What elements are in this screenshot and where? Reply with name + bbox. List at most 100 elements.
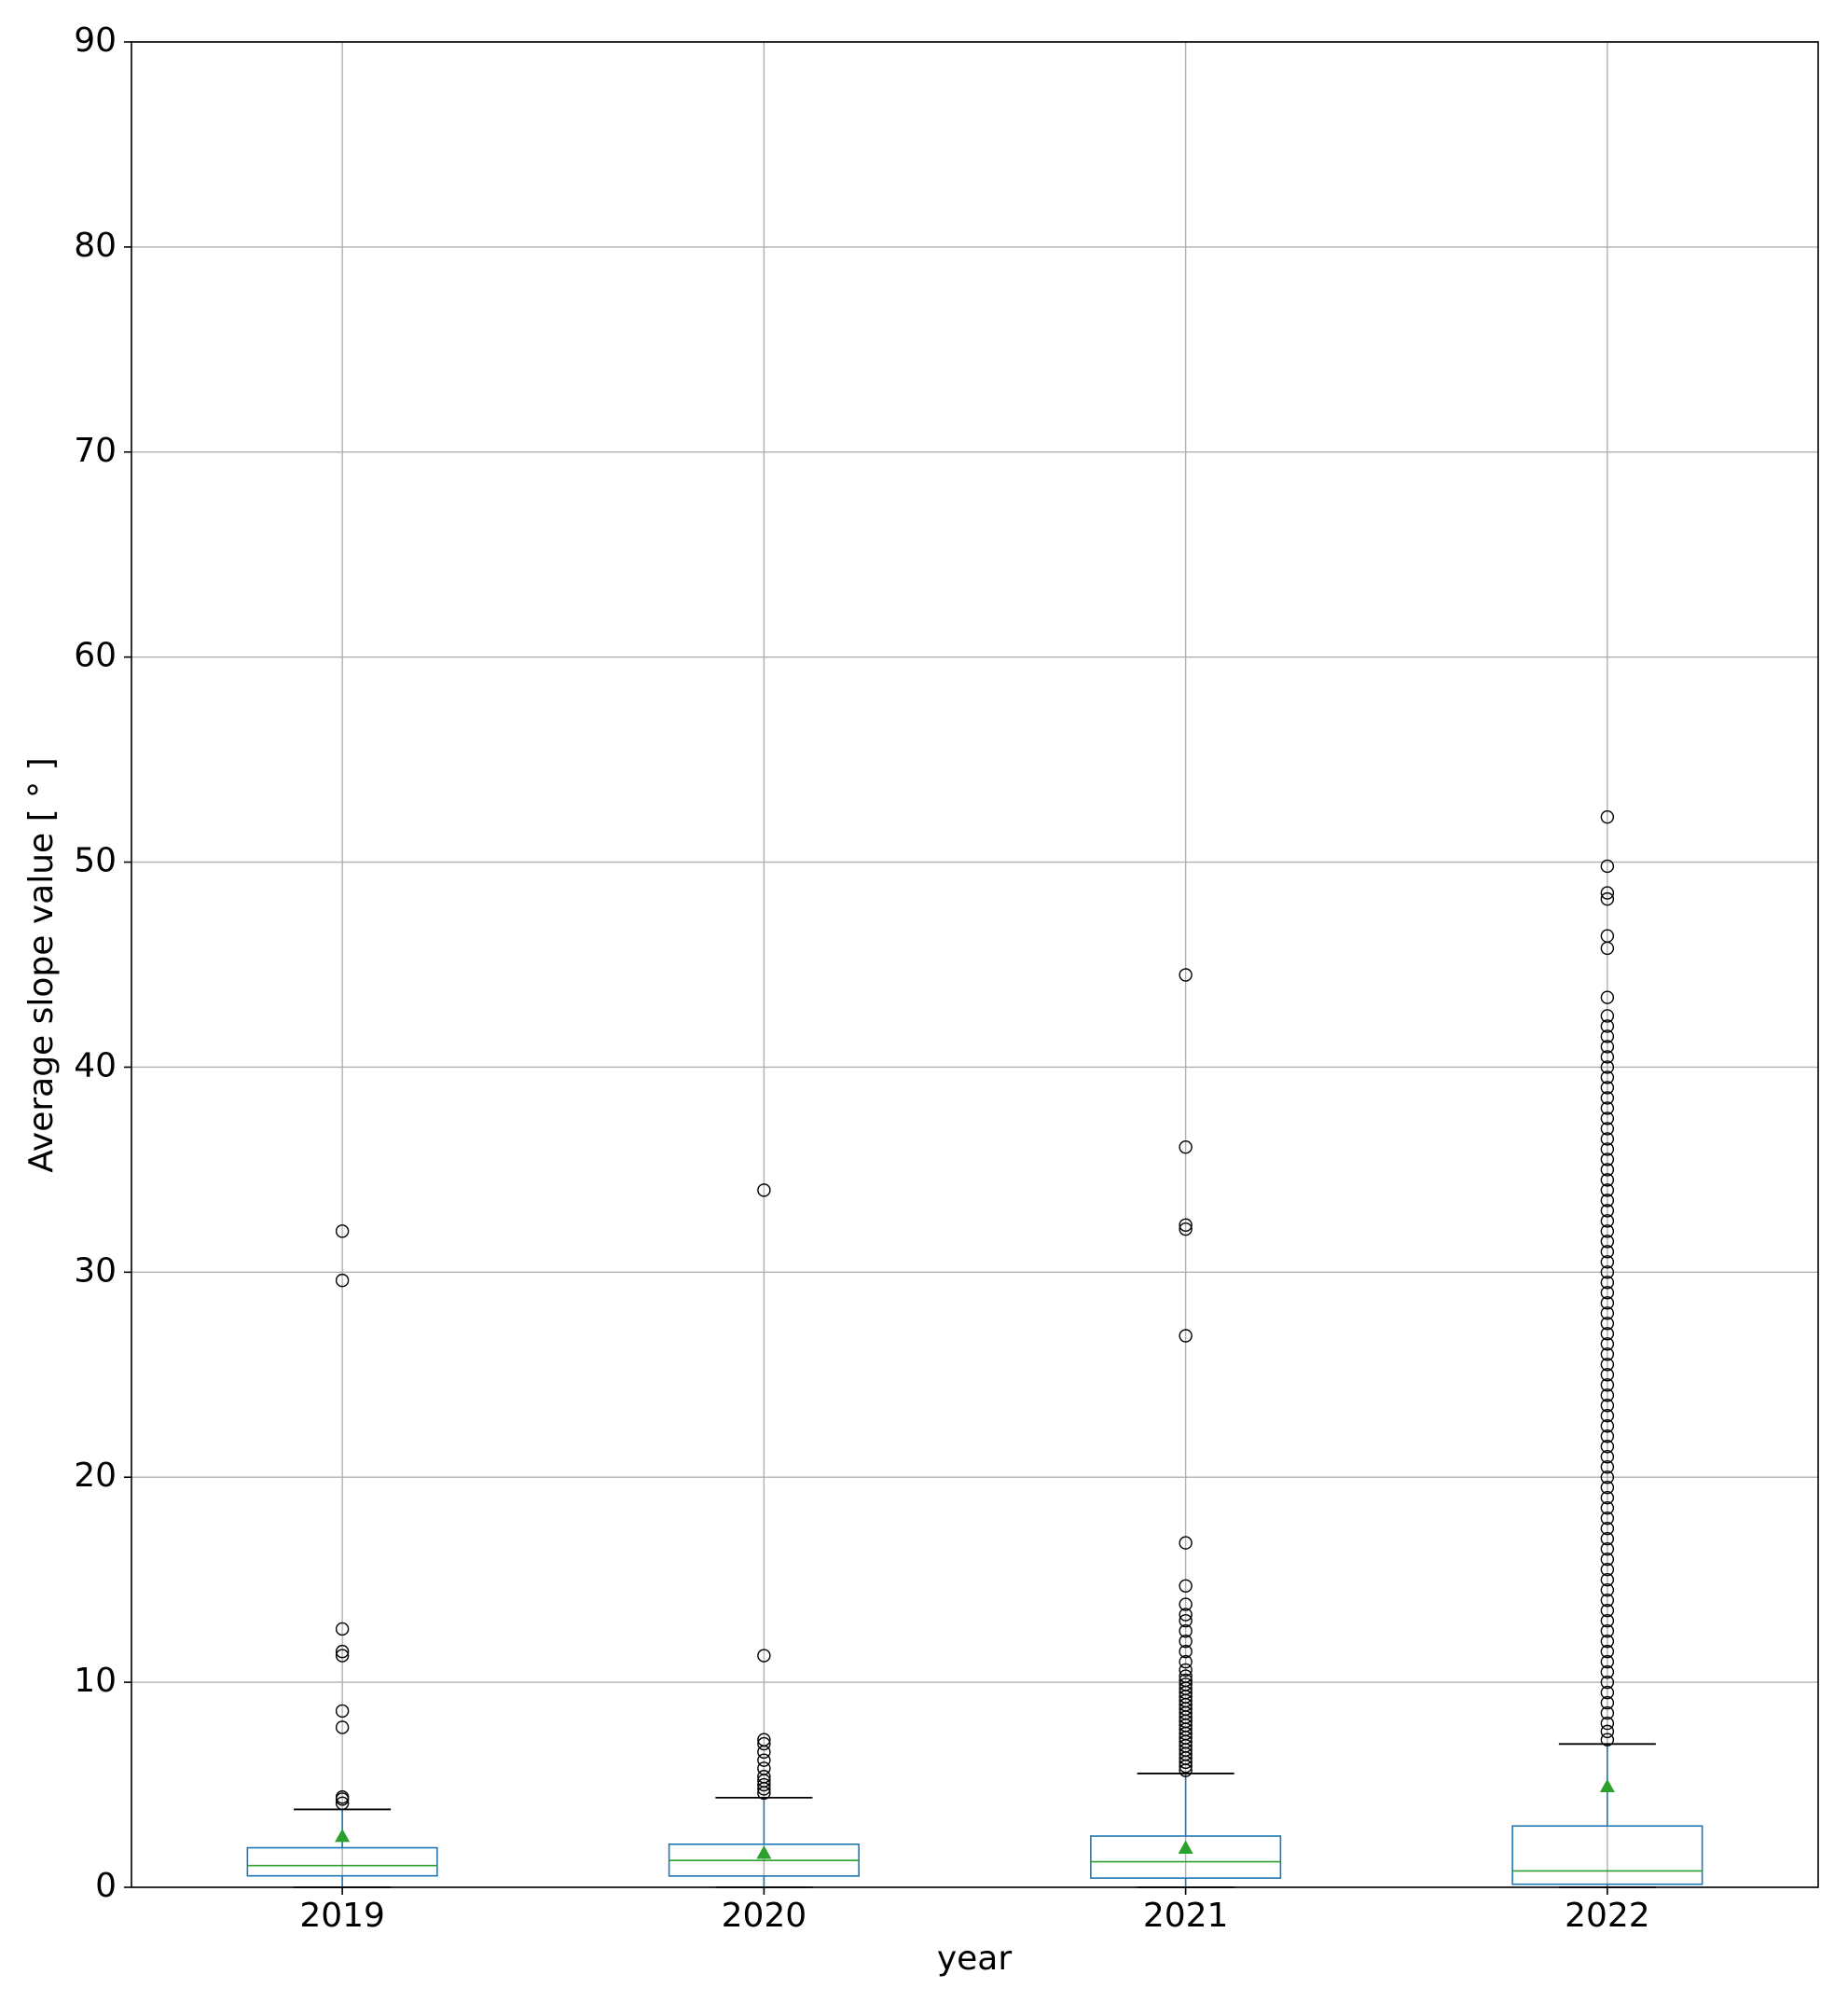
flier [335, 1644, 350, 1659]
flier [1179, 1140, 1193, 1154]
flier [1600, 1501, 1615, 1515]
flier [1600, 1623, 1615, 1638]
flier [1600, 1388, 1615, 1402]
flier [1600, 1194, 1615, 1208]
flier [1179, 1579, 1193, 1593]
flier [1600, 1541, 1615, 1556]
flier [1600, 1440, 1615, 1454]
flier [1600, 1111, 1615, 1125]
flier [1600, 1644, 1615, 1659]
flier [1600, 1521, 1615, 1536]
flier [1179, 1623, 1193, 1638]
plot-frame [131, 41, 1819, 1888]
flier [1600, 1347, 1615, 1361]
y-tick-label: 60 [74, 637, 117, 675]
y-tick-label: 0 [95, 1867, 117, 1905]
flier [1600, 1562, 1615, 1577]
flier [1600, 1450, 1615, 1464]
flier [1600, 1358, 1615, 1372]
flier [1179, 1673, 1193, 1688]
x-tick-label: 2021 [1143, 1897, 1229, 1935]
flier [1600, 1153, 1615, 1167]
flier [335, 1649, 350, 1663]
flier [1600, 1368, 1615, 1382]
flier [1600, 1429, 1615, 1443]
flier [1600, 1511, 1615, 1526]
flier [1600, 1337, 1615, 1351]
flier [1600, 1296, 1615, 1310]
flier [1600, 1419, 1615, 1433]
flier [1600, 1716, 1615, 1731]
flier [1600, 1050, 1615, 1064]
flier [1600, 1582, 1615, 1597]
flier [1600, 1675, 1615, 1690]
flier [757, 1770, 771, 1784]
flier [1600, 1399, 1615, 1413]
x-tick-label: 2020 [722, 1897, 807, 1935]
flier [1600, 1009, 1615, 1023]
flier [1600, 990, 1615, 1004]
flier [1600, 929, 1615, 943]
flier [1179, 1634, 1193, 1649]
flier [757, 1736, 771, 1751]
flier [1179, 1218, 1193, 1232]
flier [757, 1753, 771, 1767]
flier [1179, 1669, 1193, 1683]
flier [1600, 1173, 1615, 1187]
box [246, 1846, 438, 1877]
flier [1600, 1552, 1615, 1567]
flier [1600, 1142, 1615, 1156]
flier [1600, 1634, 1615, 1649]
y-tick-label: 70 [74, 432, 117, 470]
flier [1600, 1245, 1615, 1259]
flier [1600, 1029, 1615, 1043]
flier [1179, 1608, 1193, 1622]
flier [335, 1720, 350, 1734]
flier [1600, 1685, 1615, 1700]
mean-marker [1599, 1778, 1615, 1792]
y-tick-label: 80 [74, 227, 117, 265]
box [1511, 1825, 1703, 1885]
flier [757, 1777, 771, 1792]
flier [1600, 1265, 1615, 1279]
flier [1600, 1132, 1615, 1146]
flier [1179, 1678, 1193, 1691]
flier [1600, 1613, 1615, 1628]
flier [1600, 1204, 1615, 1218]
flier [757, 1649, 771, 1663]
flier [1600, 1183, 1615, 1197]
x-axis-label: year [937, 1940, 1013, 1978]
flier [335, 1224, 350, 1238]
flier [1600, 1070, 1615, 1084]
flier [335, 1790, 350, 1804]
flier [1600, 1091, 1615, 1105]
x-tick-label: 2019 [299, 1897, 385, 1935]
flier [335, 1796, 350, 1811]
flier [1179, 1222, 1193, 1236]
mean-marker [335, 1829, 351, 1843]
flier [1600, 891, 1615, 906]
y-tick-label: 10 [74, 1662, 117, 1700]
flier [1179, 1613, 1193, 1628]
y-tick-label: 50 [74, 842, 117, 880]
flier [1600, 1081, 1615, 1095]
flier [1600, 1733, 1615, 1747]
flier [1600, 1695, 1615, 1710]
flier [757, 1183, 771, 1197]
flier [1179, 1663, 1193, 1678]
flier [1600, 1603, 1615, 1618]
flier [1600, 886, 1615, 900]
flier [1600, 1224, 1615, 1238]
flier [1600, 1481, 1615, 1495]
box [1090, 1835, 1282, 1879]
flier [1600, 1654, 1615, 1669]
flier [1600, 1664, 1615, 1679]
flier [1600, 1214, 1615, 1228]
x-tick-label: 2022 [1565, 1897, 1650, 1935]
flier [757, 1761, 771, 1775]
flier [1600, 1593, 1615, 1608]
flier [1600, 1491, 1615, 1505]
flier [1600, 1460, 1615, 1474]
